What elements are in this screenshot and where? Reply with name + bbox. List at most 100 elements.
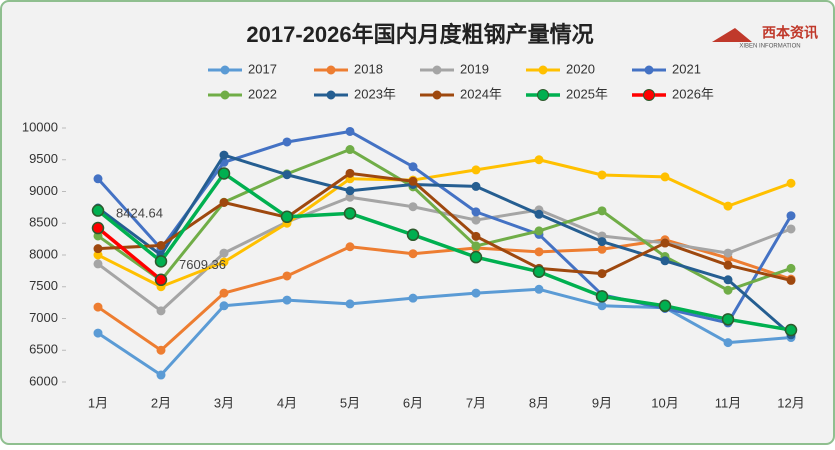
point — [471, 181, 481, 191]
x-tick-label: 8月 — [529, 395, 549, 410]
point — [597, 269, 607, 279]
legend-marker — [432, 65, 442, 75]
point — [408, 202, 418, 212]
point — [219, 197, 229, 207]
y-tick-label: 10000 — [22, 119, 58, 134]
point — [534, 209, 544, 219]
point — [219, 288, 229, 298]
point — [723, 285, 733, 295]
point — [534, 226, 544, 236]
point — [660, 256, 670, 266]
x-tick-label: 7月 — [466, 395, 486, 410]
point — [471, 288, 481, 298]
point — [408, 176, 418, 186]
point — [534, 284, 544, 294]
point — [595, 290, 609, 303]
point — [597, 244, 607, 254]
y-tick-label: 6000 — [29, 373, 58, 388]
point — [597, 206, 607, 216]
legend-label: 2024年 — [460, 86, 502, 101]
series-line — [97, 195, 792, 313]
legend-label: 2022 — [248, 86, 277, 101]
point — [408, 293, 418, 303]
point — [282, 170, 292, 180]
series-line — [96, 129, 793, 325]
x-tick-label: 6月 — [403, 395, 423, 410]
point — [786, 275, 796, 285]
point — [471, 231, 481, 241]
point — [532, 265, 546, 278]
point — [784, 323, 798, 337]
legend-label: 2021 — [672, 61, 701, 76]
point — [345, 168, 355, 178]
point — [786, 178, 796, 188]
point — [91, 221, 105, 235]
y-tick-label: 9000 — [29, 183, 58, 198]
point — [469, 250, 483, 264]
point — [721, 313, 735, 326]
point — [93, 302, 103, 312]
x-tick-label: 12月 — [777, 395, 804, 410]
point — [658, 299, 672, 313]
point — [660, 172, 670, 182]
point — [345, 145, 355, 155]
point — [534, 247, 544, 257]
legend-marker — [432, 90, 442, 100]
point — [156, 306, 166, 316]
series-line — [97, 158, 792, 289]
legend-label: 2017 — [248, 61, 277, 76]
point — [217, 167, 231, 180]
series-line — [97, 153, 792, 336]
point — [471, 207, 481, 217]
point — [786, 211, 796, 221]
y-tick-label: 8500 — [29, 215, 58, 230]
logo-icon — [712, 28, 752, 42]
point — [91, 204, 105, 217]
point — [723, 275, 733, 285]
point — [219, 248, 229, 258]
x-tick-label: 9月 — [592, 395, 612, 410]
point — [93, 244, 103, 254]
series-line — [97, 171, 792, 282]
point — [280, 210, 294, 224]
x-tick-label: 1月 — [88, 395, 108, 410]
data-label: 7609.36 — [179, 257, 226, 272]
legend-marker — [644, 65, 654, 75]
legend-marker — [537, 89, 549, 101]
point — [156, 345, 166, 355]
point — [597, 237, 607, 247]
x-tick-label: 2月 — [151, 395, 171, 410]
series-line — [96, 226, 163, 282]
point — [786, 263, 796, 273]
series-line — [97, 148, 792, 292]
point — [219, 257, 229, 267]
point — [406, 228, 420, 242]
legend-label: 2019 — [460, 61, 489, 76]
point — [471, 215, 481, 225]
logo-subtitle: XIBEN INFORMATION — [739, 44, 800, 50]
series-line — [97, 238, 792, 352]
legend-marker — [326, 65, 336, 75]
point — [343, 207, 357, 220]
legend-marker — [220, 90, 230, 100]
point — [282, 137, 292, 147]
point — [408, 162, 418, 172]
point — [345, 126, 355, 136]
point — [345, 242, 355, 252]
point — [93, 328, 103, 338]
point — [660, 238, 670, 248]
point — [282, 295, 292, 305]
point — [597, 301, 607, 311]
point — [93, 259, 103, 269]
point — [154, 255, 168, 268]
chart-title: 2017-2026年国内月度粗钢产量情况 — [246, 22, 593, 47]
point — [534, 155, 544, 165]
logo: 西本资讯 XIBEN INFORMATION — [712, 25, 818, 50]
legend-label: 2026年 — [672, 86, 714, 101]
point — [723, 248, 733, 258]
x-tick-label: 10月 — [651, 395, 678, 410]
point — [723, 201, 733, 211]
legend-marker — [326, 90, 336, 100]
point — [723, 260, 733, 270]
